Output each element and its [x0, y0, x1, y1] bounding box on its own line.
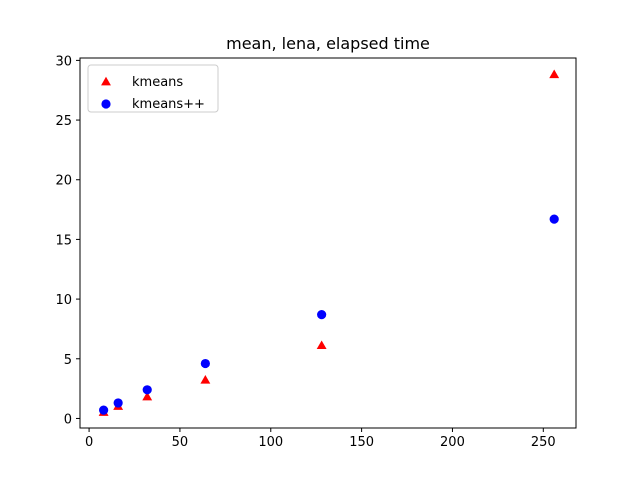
- legend: kmeans kmeans++: [87, 64, 219, 113]
- y-tick-label: 15: [55, 233, 72, 248]
- legend-label-kmeans: kmeans++: [132, 97, 205, 112]
- legend-marker-kmeans: [101, 99, 111, 109]
- axes-frame: [79, 57, 577, 429]
- y-tick-label: 25: [55, 114, 72, 129]
- x-tick-label: 150: [349, 435, 374, 450]
- kmeans-point: [99, 405, 109, 415]
- legend-label-kmeans: kmeans: [132, 75, 183, 90]
- kmeans-point: [142, 385, 152, 395]
- x-tick-label: 250: [531, 435, 556, 450]
- x-tick-label: 0: [85, 435, 93, 450]
- y-tick-label: 30: [55, 54, 72, 69]
- kmeans-point: [200, 375, 211, 384]
- kmeans-point: [549, 214, 559, 224]
- x-tick-label: 200: [440, 435, 465, 450]
- kmeans-point: [317, 310, 327, 320]
- chart-title: mean, lena, elapsed time: [226, 34, 430, 53]
- y-tick-label: 0: [64, 412, 72, 427]
- x-tick-label: 100: [258, 435, 283, 450]
- legend-box: [87, 64, 219, 113]
- kmeans-point: [142, 391, 153, 401]
- plot-area: [98, 69, 560, 416]
- x-tick-label: 50: [172, 435, 189, 450]
- kmeans-point: [200, 358, 210, 369]
- kmeans-point: [316, 340, 327, 350]
- y-tick-label: 20: [55, 174, 72, 189]
- y-tick-label: 5: [64, 353, 72, 368]
- kmeans-point: [549, 69, 560, 79]
- y-tick-label: 10: [55, 293, 72, 308]
- kmeans-point: [113, 398, 123, 408]
- legend-marker-kmeans: [101, 76, 111, 86]
